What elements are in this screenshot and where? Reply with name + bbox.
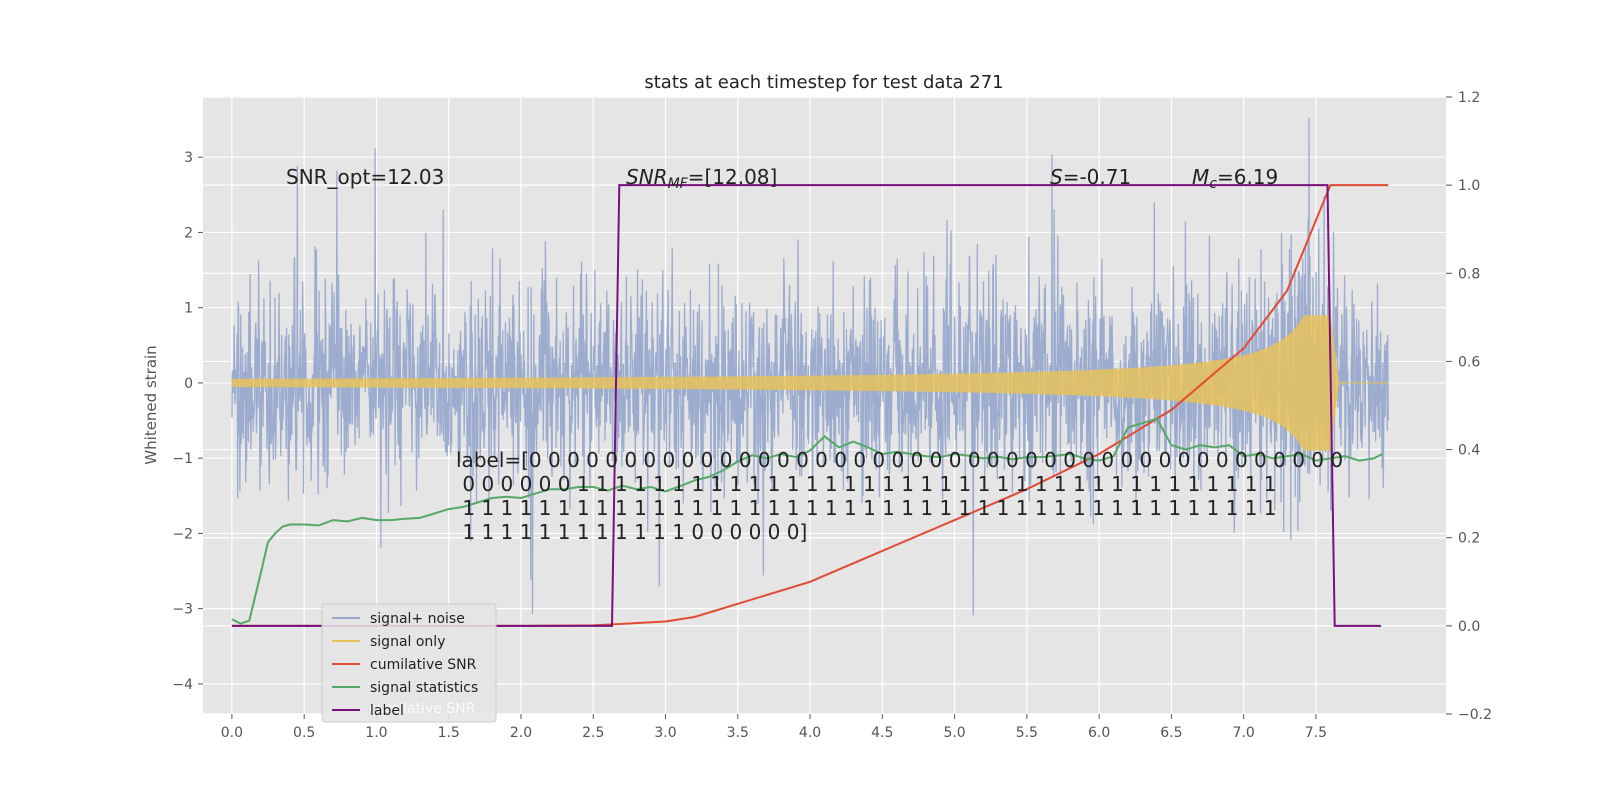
x-tick-label: 6.5 (1160, 725, 1182, 741)
mc-annotation: Mc=6.19 (1192, 165, 1278, 192)
x-tick-label: 5.0 (943, 725, 965, 741)
x-tick-label: 7.5 (1305, 725, 1327, 741)
y-tick-label: −3 (172, 602, 193, 618)
s-value: =-0.71 (1063, 165, 1132, 189)
x-tick-label: 7.0 (1233, 725, 1255, 741)
x-tick-label: 6.0 (1088, 725, 1110, 741)
y2-tick-label: 0.2 (1458, 531, 1480, 547)
legend-item-label: label (370, 703, 404, 719)
y-axis-label: Whitened strain (142, 345, 160, 464)
mc-value: =6.19 (1217, 165, 1278, 189)
legend-items: signal+ noise signal only cumilative SNR si… (332, 611, 478, 719)
y2-tick-label: 0.8 (1458, 266, 1480, 282)
s-annotation: S=-0.71 (1050, 165, 1131, 189)
snr-mf-base: SNR (626, 165, 668, 189)
x-tick-label: 2.5 (582, 725, 604, 741)
axes: 0.0 0.5 1.0 1.5 2.0 2.5 3.0 3.5 4.0 4.5 5.0 5.5 6.0 6… (172, 90, 1492, 741)
mc-base: M (1192, 165, 1209, 189)
legend-overlap-text: cumilative SNR (369, 701, 476, 717)
y2-tick-label: 1.2 (1458, 90, 1480, 106)
y2-tick-label: 0.6 (1458, 354, 1480, 370)
x-tick-label: 4.5 (871, 725, 893, 741)
y-tick-label: 3 (184, 150, 193, 166)
x-tick-label: 5.5 (1016, 725, 1038, 741)
signal-only-series (231, 315, 1389, 451)
legend: cumilative SNR signal+ noise signal only c… (321, 603, 497, 723)
x-tick-label: 3.0 (654, 725, 676, 741)
chart-title: stats at each timestep for test data 271 (644, 72, 1003, 93)
x-tick-label: 3.5 (727, 725, 749, 741)
legend-item-label: signal only (370, 634, 445, 650)
x-tick-label: 4.0 (799, 725, 821, 741)
signal-statistics-line (231, 417, 1383, 625)
y2-tick-label: 0.4 (1458, 443, 1480, 459)
signal-only-trace (231, 315, 1389, 451)
s-symbol: S (1050, 165, 1063, 189)
label-line-2: 0 0 0 0 0 0 1 1 1 1 1 1 1 1 1 1 1 1 1 1 … (456, 472, 1277, 496)
legend-item-label: signal statistics (370, 680, 478, 696)
x-tick-label: 0.0 (221, 725, 243, 741)
legend-item-label: signal+ noise (370, 611, 465, 627)
legend-box (321, 603, 497, 723)
y2-tick-label: −0.2 (1458, 707, 1492, 723)
x-tick-label: 0.5 (293, 725, 315, 741)
y2-tick-label: 0.0 (1458, 619, 1480, 635)
x-tick-label: 2.0 (510, 725, 532, 741)
snr-mf-annotation: SNRMF=[12.08] (626, 165, 777, 192)
label-line-1: label=[0 0 0 0 0 0 0 0 0 0 0 0 0 0 0 0 0… (456, 448, 1343, 472)
y-tick-label: 2 (184, 225, 193, 241)
snr-mf-sub: MF (668, 176, 689, 192)
y-tick-label: −1 (172, 451, 193, 467)
legend-item-label: cumilative SNR (370, 657, 477, 673)
label-array-annotation: label=[0 0 0 0 0 0 0 0 0 0 0 0 0 0 0 0 0… (456, 448, 1343, 544)
y-tick-label: −4 (172, 677, 193, 693)
label-line (231, 184, 1381, 627)
snr-opt-annotation: SNR_opt=12.03 (286, 165, 444, 189)
y2-tick-label: 1.0 (1458, 178, 1480, 194)
x-tick-label: 1.5 (438, 725, 460, 741)
x-tick-label: 1.0 (365, 725, 387, 741)
label-line-4: 1 1 1 1 1 1 1 1 1 1 1 1 0 0 0 0 0 0] (456, 520, 807, 544)
mc-sub: c (1209, 176, 1217, 192)
y-tick-label: 1 (184, 301, 193, 317)
snr-mf-value: =[12.08] (688, 165, 778, 189)
y-tick-label: −2 (172, 526, 193, 542)
label-line-3: 1 1 1 1 1 1 1 1 1 1 1 1 1 1 1 1 1 1 1 1 … (456, 496, 1277, 520)
y-tick-label: 0 (184, 376, 193, 392)
